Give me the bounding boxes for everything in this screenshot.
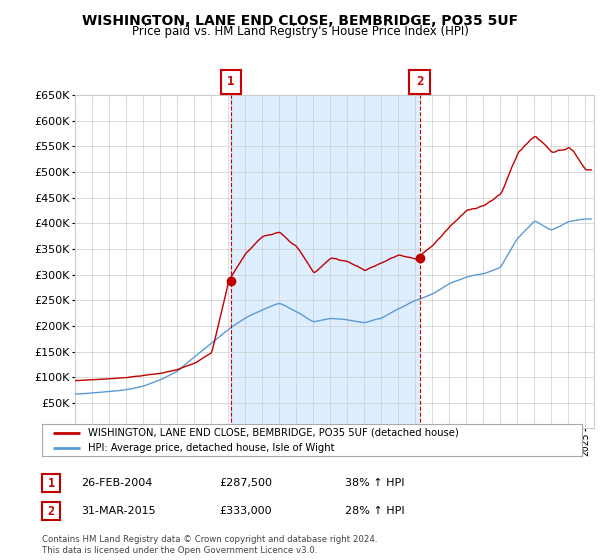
Text: £333,000: £333,000 [219, 506, 272, 516]
Text: 2: 2 [416, 75, 424, 88]
Text: £287,500: £287,500 [219, 478, 272, 488]
Text: WISHINGTON, LANE END CLOSE, BEMBRIDGE, PO35 5UF: WISHINGTON, LANE END CLOSE, BEMBRIDGE, P… [82, 14, 518, 28]
Text: 31-MAR-2015: 31-MAR-2015 [81, 506, 155, 516]
Text: Contains HM Land Registry data © Crown copyright and database right 2024.
This d: Contains HM Land Registry data © Crown c… [42, 535, 377, 554]
Text: 38% ↑ HPI: 38% ↑ HPI [345, 478, 404, 488]
Text: HPI: Average price, detached house, Isle of Wight: HPI: Average price, detached house, Isle… [88, 442, 334, 452]
Bar [231, 95, 419, 428]
Text: 28% ↑ HPI: 28% ↑ HPI [345, 506, 404, 516]
Text: 26-FEB-2004: 26-FEB-2004 [81, 478, 152, 488]
Text: 1: 1 [227, 75, 235, 88]
Text: 1: 1 [47, 477, 55, 490]
Text: Price paid vs. HM Land Registry's House Price Index (HPI): Price paid vs. HM Land Registry's House … [131, 25, 469, 39]
Text: WISHINGTON, LANE END CLOSE, BEMBRIDGE, PO35 5UF (detached house): WISHINGTON, LANE END CLOSE, BEMBRIDGE, P… [88, 428, 458, 438]
Text: 2: 2 [47, 505, 55, 518]
